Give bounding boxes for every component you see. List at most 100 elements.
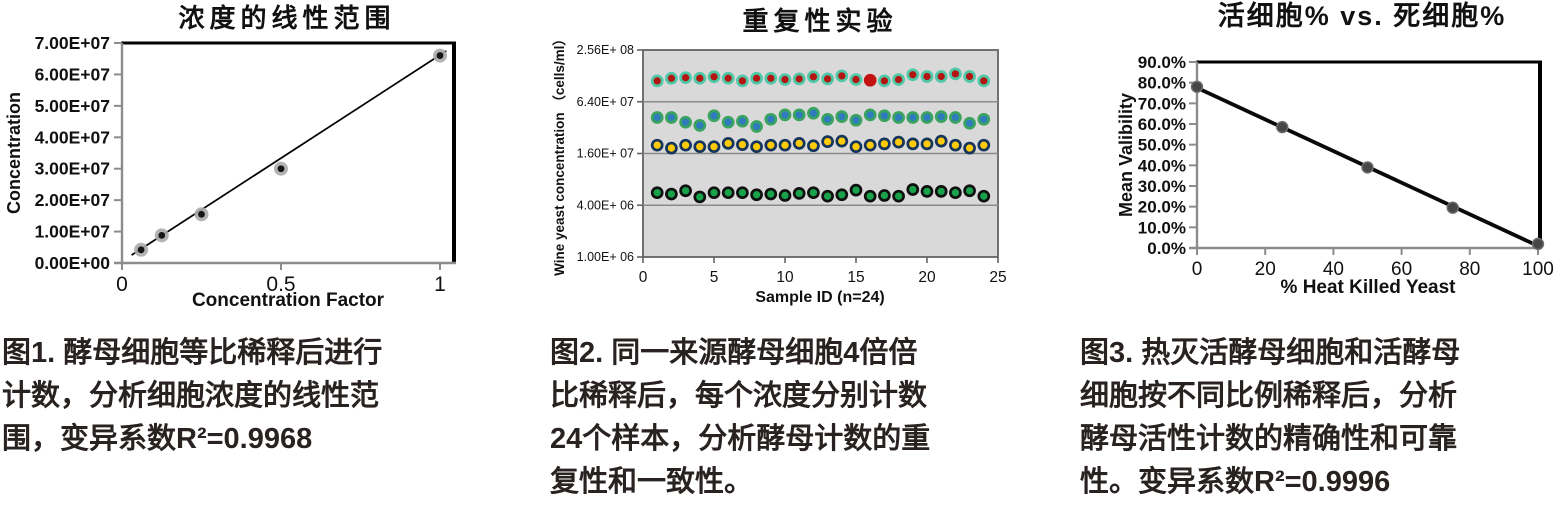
y-tick-label: 5.00E+07 <box>35 96 110 116</box>
x-tick-label: 0.5 <box>266 273 295 296</box>
data-point <box>650 186 664 200</box>
data-point <box>792 187 806 200</box>
y-tick-label: 2.00E+07 <box>35 190 110 210</box>
y-tick-label: 10.0% <box>1138 218 1186 237</box>
data-point <box>849 183 863 197</box>
data-point <box>764 112 778 126</box>
data-point <box>650 111 664 124</box>
y-tick-label: 90.0% <box>1138 53 1186 72</box>
data-point <box>863 189 877 203</box>
data-point <box>721 115 735 129</box>
data-point <box>949 138 962 152</box>
series-4-points <box>650 183 991 204</box>
figure3-panel: 0.0% 10.0% 20.0% 30.0% 40.0% 50.0% 60.0% 70.0% 8… <box>1050 0 1563 514</box>
y-tick-label: 40.0% <box>1138 156 1186 175</box>
data-point <box>721 71 735 85</box>
data-point <box>693 119 707 132</box>
data-point <box>949 67 962 81</box>
y-tick-label: 4.00E+07 <box>35 127 110 147</box>
y-tick-label: 1.00E+07 <box>35 222 110 242</box>
data-point <box>835 69 849 83</box>
y-tick-label: 6.00E+07 <box>35 64 110 84</box>
data-point <box>707 140 721 154</box>
data-point <box>963 141 976 155</box>
data-point <box>849 73 863 86</box>
data-point <box>878 189 891 202</box>
x-tick-label: 0 <box>639 269 648 286</box>
data-point <box>906 183 920 196</box>
data-point <box>665 71 678 85</box>
y-tick-label: 2.56E+ 08 <box>577 43 634 57</box>
y-tick-label: 0.00E+00 <box>35 253 111 273</box>
x-tick-label: 20 <box>1255 259 1276 280</box>
data-point <box>821 112 834 126</box>
viability-chart: 0.0%10.0%20.0%30.0%40.0%50.0%60.0%70.0%8… <box>1116 0 1554 298</box>
data-point <box>1531 237 1545 251</box>
data-point <box>920 185 934 198</box>
trend-line <box>131 50 447 256</box>
figure1-panel: 0.00E+00 1.00E+07 2.00E+07 3.00E+07 4.00E+07… <box>0 0 520 514</box>
data-point <box>878 74 891 88</box>
data-point <box>892 189 905 203</box>
x-tick-label: 1 <box>434 273 446 296</box>
data-point <box>807 70 820 84</box>
figure3-caption: 图3. 热灭活酵母细胞和活酵母 细胞按不同比例稀释后，分析 酵母活性计数的精确性… <box>1080 337 1461 498</box>
x-axis-title: Concentration Factor <box>192 290 385 311</box>
data-point <box>821 135 834 148</box>
data-point <box>949 111 962 124</box>
data-point <box>693 140 707 154</box>
chart-title: 重复性实验 <box>742 6 897 36</box>
data-point <box>665 111 678 124</box>
data-point <box>934 70 948 83</box>
data-point <box>1446 201 1459 214</box>
x-axis-title: % Heat Killed Yeast <box>1281 277 1457 298</box>
y-axis-title: Concentration <box>4 92 24 214</box>
data-point <box>778 108 792 122</box>
data-point <box>977 112 991 126</box>
data-point <box>878 109 891 123</box>
x-tick-label: 25 <box>989 269 1006 286</box>
data-point <box>158 231 166 239</box>
data-point <box>764 71 778 85</box>
data-point <box>906 137 920 151</box>
y-axis-title: Mean Valibility <box>1116 93 1136 217</box>
data-point <box>778 138 792 152</box>
y-tick-label: 80.0% <box>1138 74 1186 93</box>
data-point <box>693 71 707 85</box>
data-point <box>693 190 707 204</box>
x-tick-label: 15 <box>847 269 864 286</box>
y-tick-label: 3.00E+07 <box>35 159 110 179</box>
data-point <box>679 71 692 85</box>
x-tick-label: 20 <box>918 269 936 286</box>
data-point <box>934 185 948 198</box>
data-point <box>137 246 145 254</box>
x-tick-label: 0 <box>116 273 128 296</box>
data-point <box>778 73 792 86</box>
data-point <box>934 110 948 123</box>
figure2-caption: 图2. 同一来源酵母细胞4倍倍 比稀释后，每个浓度分别计数 24个样本，分析酵母… <box>550 337 931 498</box>
data-point <box>736 186 749 200</box>
x-tick-label: 5 <box>710 269 719 286</box>
data-point <box>892 111 905 124</box>
highlighted-data-point <box>863 73 877 87</box>
repeatability-chart: 2.56E+ 08 6.40E+ 07 1.60E+ 07 4.00E+ 06 1.00… <box>552 6 1007 306</box>
data-point <box>906 111 920 124</box>
data-point <box>892 73 905 86</box>
chart-title: 浓度的线性范围 <box>178 3 395 33</box>
y-tick-label: 0.0% <box>1147 239 1186 258</box>
data-point <box>679 115 692 129</box>
data-point <box>764 187 778 201</box>
x-tick-label: 10 <box>776 269 794 286</box>
data-point <box>949 186 962 200</box>
data-point <box>750 120 763 133</box>
data-point <box>807 139 820 153</box>
data-point <box>277 165 285 173</box>
data-point <box>920 70 934 83</box>
data-point <box>650 74 664 88</box>
data-point <box>977 74 991 88</box>
x-tick-label: 60 <box>1391 259 1412 280</box>
data-point <box>750 188 763 202</box>
x-tick-label: 100 <box>1522 259 1554 280</box>
figure2-panel: 2.56E+ 08 6.40E+ 07 1.60E+ 07 4.00E+ 06 1.00… <box>530 0 1050 514</box>
